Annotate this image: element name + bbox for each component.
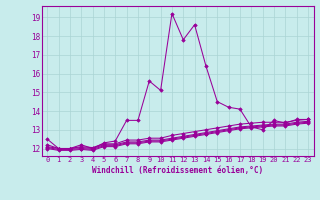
X-axis label: Windchill (Refroidissement éolien,°C): Windchill (Refroidissement éolien,°C) [92, 166, 263, 175]
